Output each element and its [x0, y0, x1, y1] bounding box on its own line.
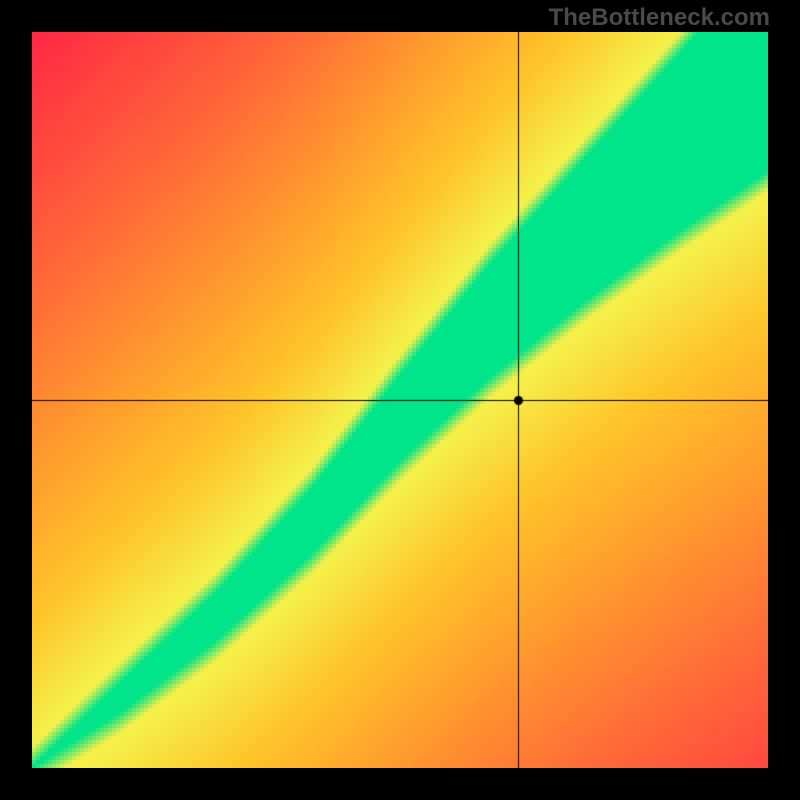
crosshair-overlay: [32, 32, 768, 768]
chart-container: TheBottleneck.com: [0, 0, 800, 800]
watermark-text: TheBottleneck.com: [549, 4, 770, 32]
